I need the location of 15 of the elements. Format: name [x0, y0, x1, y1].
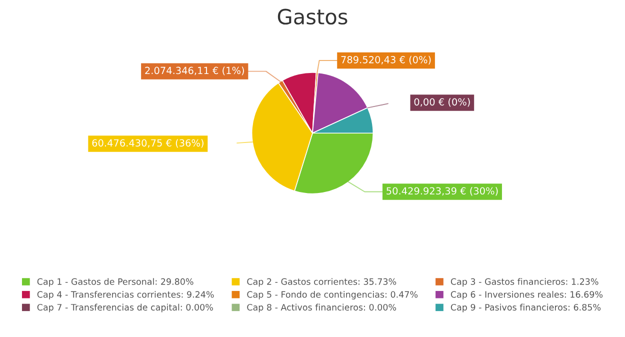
legend-label: Cap 5 - Fondo de contingencias: 0.47% — [247, 290, 418, 300]
legend-label: Cap 1 - Gastos de Personal: 29.80% — [37, 278, 194, 287]
data-label: 2.074.346,11 € (1%) — [145, 66, 244, 76]
legend-label: Cap 4 - Transferencias corrientes: 9.24% — [37, 290, 214, 300]
data-label: 789.520,43 € (0%) — [341, 56, 431, 65]
legend-label: Cap 9 - Pasivos financieros: 6.85% — [450, 304, 601, 312]
legend-label: Cap 2 - Gastos corrientes: 35.73% — [247, 278, 396, 287]
legend-label: Cap 8 - Activos financieros: 0.00% — [247, 304, 396, 312]
data-label: 60.476.430,75 € (36%) — [92, 139, 204, 148]
legend-label: Cap 6 - Inversiones reales: 16.69% — [450, 290, 603, 300]
legend-label: Cap 7 - Transferencias de capital: 0.00% — [37, 304, 213, 312]
legend-label: Cap 3 - Gastos financieros: 1.23% — [450, 278, 598, 287]
data-label: 50.429.923,39 € (30%) — [386, 187, 498, 196]
chart-title: Gastos — [278, 8, 348, 25]
text: 0,00 € (0%) — [414, 98, 470, 107]
